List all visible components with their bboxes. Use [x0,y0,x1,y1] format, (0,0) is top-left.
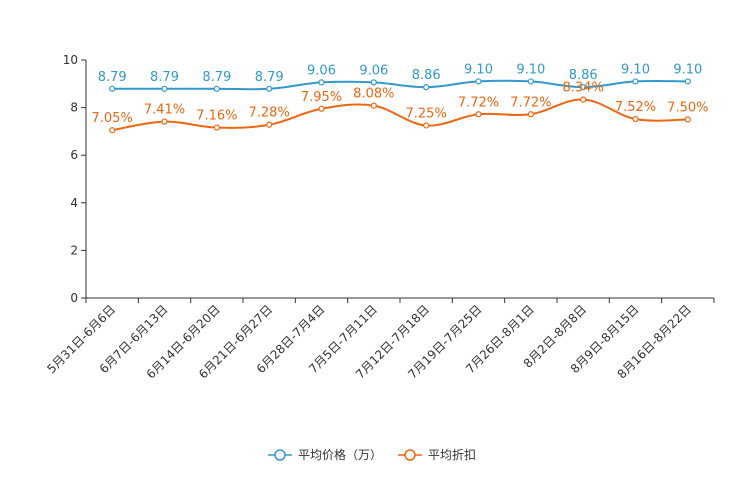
data-label: 9.10 [464,62,493,77]
y-tick-label: 2 [70,243,78,257]
data-point[interactable] [475,111,482,118]
data-label: 9.06 [359,63,388,78]
data-label: 7.52% [615,100,656,115]
data-point[interactable] [109,127,116,134]
data-label: 7.05% [92,111,133,126]
series-line [112,98,688,132]
series-2: 7.05% 7.41% 7.16% 7.28% 7.95% 8.08% 7.25% 7.72%… [92,81,708,134]
data-point[interactable] [318,105,325,112]
data-point[interactable] [423,84,430,91]
data-point[interactable] [213,124,220,131]
data-label: 9.10 [673,62,702,77]
data-point[interactable] [580,84,587,91]
data-label: 8.79 [255,70,284,85]
data-point[interactable] [266,85,273,92]
series-line [112,79,688,91]
data-point[interactable] [266,121,273,128]
data-label: 7.28% [249,106,290,121]
data-point[interactable] [423,122,430,129]
data-label: 7.95% [301,90,342,105]
data-label: 7.50% [667,101,708,116]
data-point[interactable] [161,118,168,125]
data-label: 7.25% [406,106,447,121]
y-tick-label: 0 [70,291,78,305]
data-point[interactable] [684,116,691,123]
data-label: 8.86 [412,68,441,83]
data-label: 9.10 [621,62,650,77]
y-tick-label: 6 [70,148,78,162]
legend-marker-icon [274,449,286,461]
data-point[interactable] [109,85,116,92]
data-label: 8.86 [569,68,598,83]
y-tick-label: 4 [70,196,78,210]
data-point[interactable] [684,78,691,85]
data-label: 8.79 [98,70,127,85]
y-tick-label: 10 [63,53,78,67]
data-point[interactable] [580,96,587,103]
legend-marker-icon [404,449,416,461]
data-label: 7.72% [458,95,499,110]
data-label: 8.79 [202,70,231,85]
data-point[interactable] [475,78,482,85]
legend-label: 平均价格（万） [298,447,382,462]
data-label: 8.08% [353,87,394,102]
data-point[interactable] [318,79,325,86]
data-label: 7.72% [510,95,551,110]
data-point[interactable] [370,79,377,86]
legend-item-1[interactable]: 平均价格（万） [268,447,382,462]
data-point[interactable] [213,85,220,92]
data-label: 7.16% [196,109,237,124]
y-tick-label: 8 [70,101,78,115]
data-label: 9.06 [307,63,336,78]
series-1: 8.79 8.79 8.79 8.79 9.06 9.06 8.86 9.10 9.10 8.86… [98,62,702,92]
data-point[interactable] [161,85,168,92]
series-layer: 8.79 8.79 8.79 8.79 9.06 9.06 8.86 9.10 9.10 8.86… [92,62,708,134]
legend-item-2[interactable]: 平均折扣 [398,447,476,462]
data-point[interactable] [527,78,534,85]
data-point[interactable] [370,102,377,109]
legend-label: 平均折扣 [428,447,476,462]
data-label: 8.34% [563,81,604,96]
data-label: 9.10 [516,62,545,77]
data-label: 7.41% [144,103,185,118]
data-label: 8.79 [150,70,179,85]
data-point[interactable] [527,111,534,118]
data-point[interactable] [632,78,639,85]
data-point[interactable] [632,115,639,123]
legend[interactable]: 平均价格（万） 平均折扣 [268,447,476,462]
